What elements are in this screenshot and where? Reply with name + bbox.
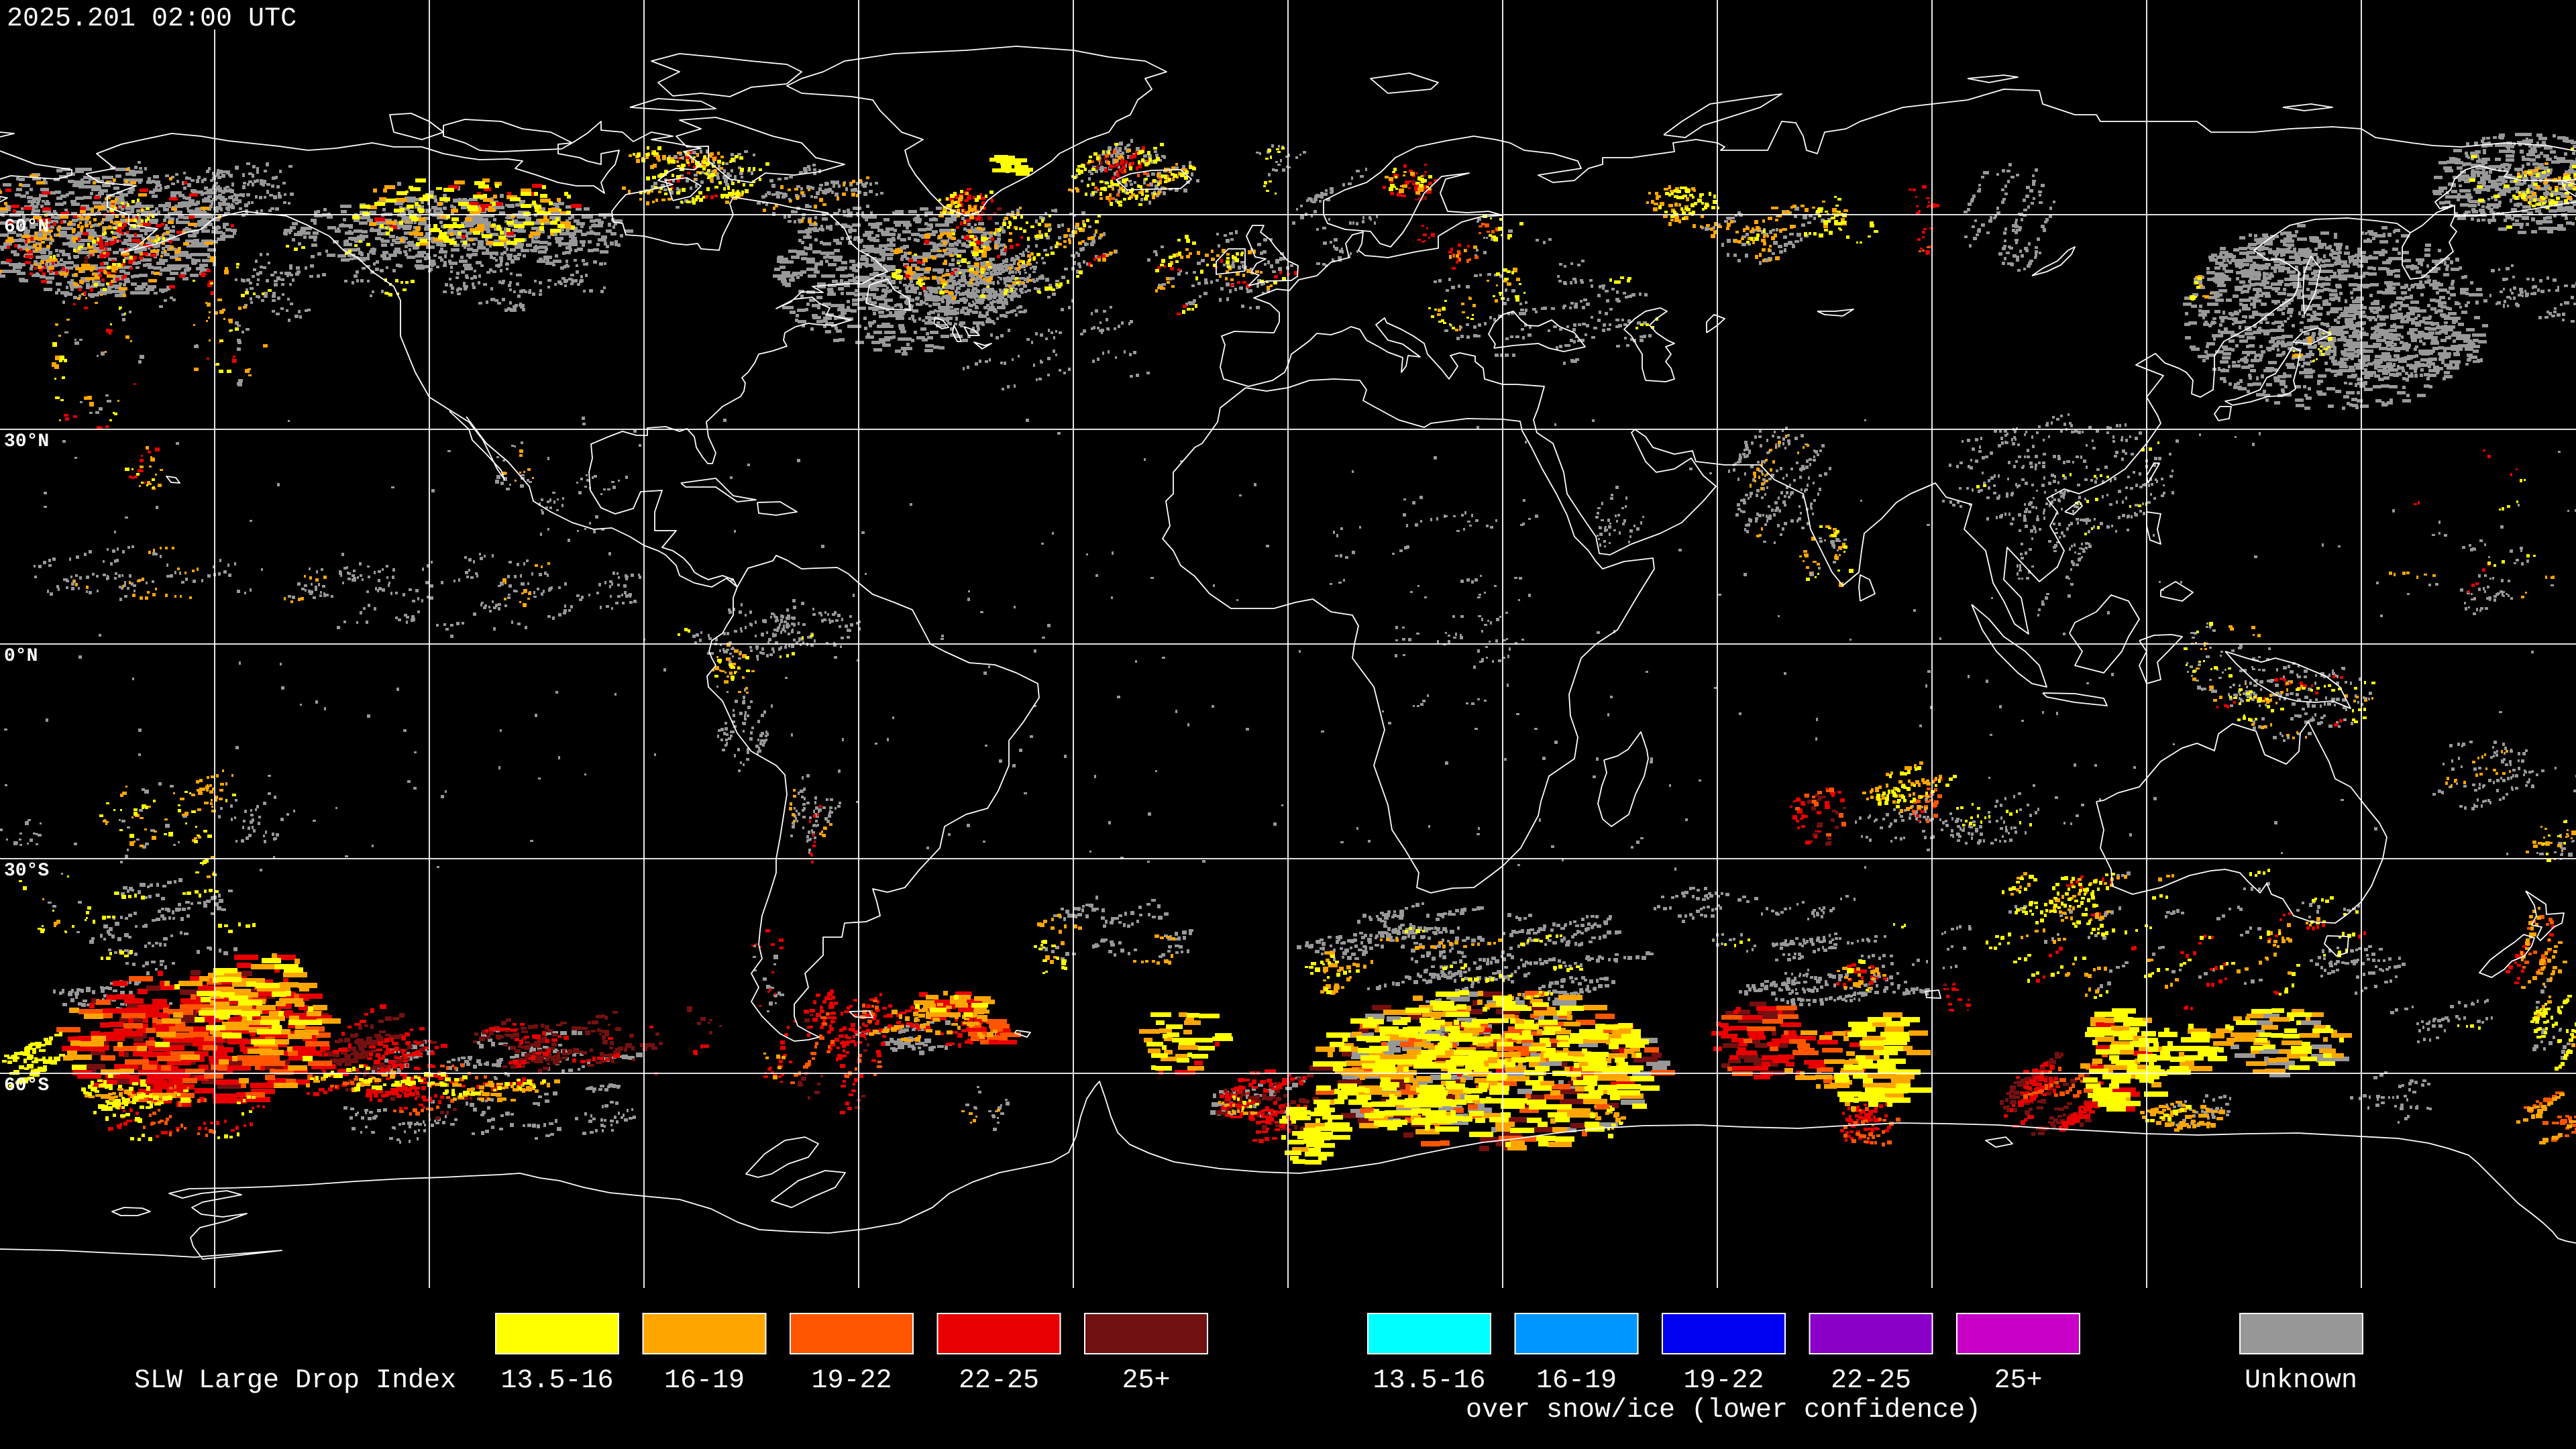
svg-text:30°N: 30°N (4, 431, 49, 452)
svg-text:16-19: 16-19 (664, 1366, 745, 1396)
svg-text:19-22: 19-22 (811, 1366, 892, 1396)
svg-text:13.5-16: 13.5-16 (500, 1366, 613, 1396)
svg-text:SLW Large Drop Index: SLW Large Drop Index (134, 1366, 456, 1396)
svg-text:0°N: 0°N (4, 646, 38, 667)
svg-text:over snow/ice (lower confidenc: over snow/ice (lower confidence) (1466, 1395, 1981, 1426)
svg-text:19-22: 19-22 (1683, 1366, 1764, 1396)
svg-text:25+: 25+ (1122, 1366, 1170, 1396)
svg-text:Unknown: Unknown (2245, 1366, 2357, 1396)
svg-text:22-25: 22-25 (1831, 1366, 1911, 1396)
svg-text:13.5-16: 13.5-16 (1373, 1366, 1485, 1396)
svg-text:30°S: 30°S (4, 861, 49, 881)
svg-text:2025.201 02:00 UTC: 2025.201 02:00 UTC (7, 4, 297, 34)
svg-text:16-19: 16-19 (1536, 1366, 1617, 1396)
svg-text:25+: 25+ (1994, 1366, 2042, 1396)
svg-text:60°N: 60°N (4, 217, 49, 237)
svg-text:60°S: 60°S (4, 1075, 49, 1096)
svg-text:22-25: 22-25 (959, 1366, 1039, 1396)
